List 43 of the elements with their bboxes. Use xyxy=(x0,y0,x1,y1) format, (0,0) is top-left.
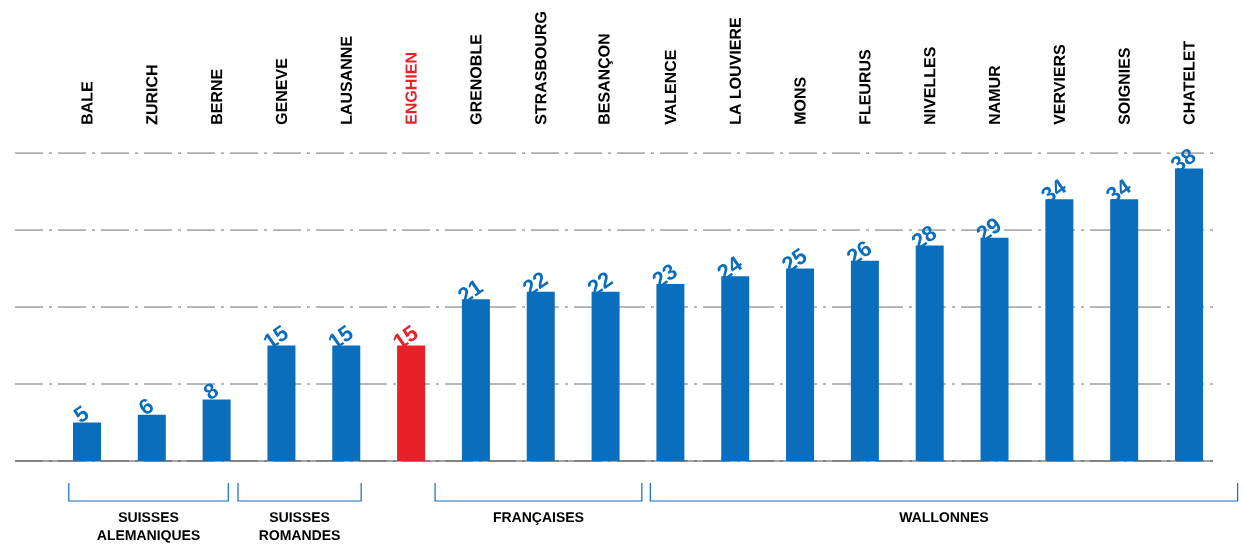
data-label: 6 xyxy=(139,398,153,414)
bar xyxy=(721,276,750,461)
bar xyxy=(1110,199,1139,461)
bar xyxy=(267,345,296,461)
bar xyxy=(915,245,944,461)
data-label: 5 xyxy=(73,405,89,422)
x-tick-label: LAUSANNE xyxy=(340,36,352,124)
text: WALLONNES xyxy=(899,512,989,523)
x-tick-label: VALENCE xyxy=(664,50,677,125)
text: FRANÇAISES xyxy=(493,512,584,525)
text: SUISSES ALEMANIQUES xyxy=(97,512,200,543)
x-tick-label: LA LOUVIERE xyxy=(729,17,741,124)
x-tick-label: STRASBOURG xyxy=(535,12,547,125)
bar xyxy=(850,260,879,461)
x-tick-label: NAMUR xyxy=(988,65,1001,124)
data-label: 8 xyxy=(203,383,218,399)
x-tick-label: ZURICH xyxy=(146,65,158,125)
x-tick-label: BALE xyxy=(81,81,93,124)
x-tick-label: GRENOBLE xyxy=(470,34,482,125)
x-tick-label: MONS xyxy=(794,77,806,124)
x-tick-label: BESANÇON xyxy=(598,34,613,124)
x-tick-label: SOIGNIES xyxy=(1118,48,1130,125)
x-tick-label: VERVIERS xyxy=(1053,44,1066,125)
bar xyxy=(1045,199,1074,461)
bar xyxy=(332,345,361,461)
x-tick-label: BERNE xyxy=(211,69,223,124)
x-tick-label: CHATELET xyxy=(1183,40,1195,125)
bar xyxy=(461,299,490,461)
bar xyxy=(656,283,685,461)
bar xyxy=(980,237,1009,461)
bar xyxy=(591,291,620,461)
bar xyxy=(526,291,555,461)
bar xyxy=(786,268,815,461)
bar xyxy=(1175,168,1204,461)
bar xyxy=(202,399,231,461)
bar xyxy=(397,345,426,461)
bar xyxy=(72,422,101,461)
x-tick-label: NIVELLES xyxy=(924,47,936,124)
bar xyxy=(137,414,166,461)
text: SUISSES ROMANDES xyxy=(259,512,340,541)
x-tick-label: GENEVE xyxy=(275,58,288,125)
x-tick-label: FLEURUS xyxy=(859,49,871,124)
x-tick-label: ENGHIEN xyxy=(405,53,417,124)
